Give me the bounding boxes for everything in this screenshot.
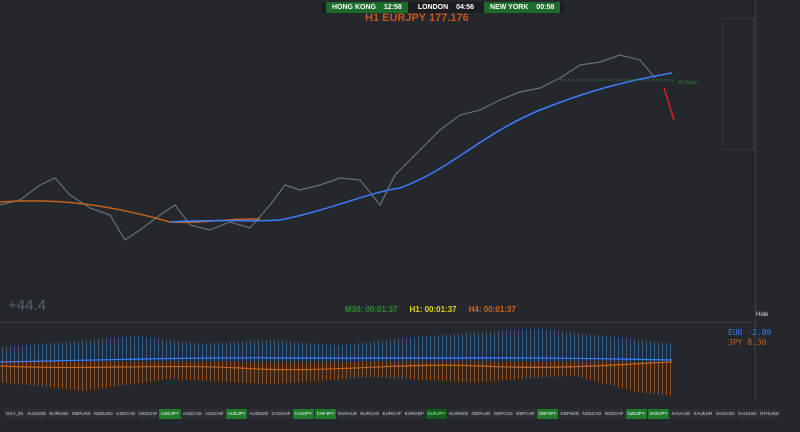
symbol-button[interactable]: EURCHF: [381, 409, 403, 419]
symbol-button[interactable]: NZDJPY: [625, 409, 647, 419]
symbol-button[interactable]: GBPAUD: [470, 409, 492, 419]
symbol-button[interactable]: NZDCHF: [603, 409, 625, 419]
session: NEW YORK 00:58: [484, 2, 561, 13]
symbol-button[interactable]: GBPCHF: [514, 409, 536, 419]
symbol-button[interactable]: USDJPY: [159, 409, 181, 419]
symbol-button[interactable]: EURNZD: [448, 409, 470, 419]
symbol-button[interactable]: ETHUSD: [758, 409, 781, 419]
city: HONG KONG: [332, 4, 376, 11]
symbol-button[interactable]: EURGBP: [403, 409, 425, 419]
city: LONDON: [417, 4, 449, 11]
candle-timers: M30: 00:01:37 H1: 00:01:37 H4: 00:01:37: [345, 305, 516, 314]
symbol-button[interactable]: CADCHF: [270, 409, 292, 419]
eur-strength: EUR -2.09: [728, 328, 772, 337]
symbol-button[interactable]: NZDUSD: [92, 409, 115, 419]
symbol-button[interactable]: NZDCAD: [581, 409, 603, 419]
symbol-button[interactable]: GBPCAD: [492, 409, 514, 419]
symbol-button[interactable]: XAUEUR: [692, 409, 714, 419]
price-chart: [0, 54, 676, 241]
timer: M30: 00:01:37: [345, 305, 398, 314]
symbol-button[interactable]: GBPJPY: [536, 409, 559, 419]
time: 04:56: [456, 4, 475, 11]
symbol-button[interactable]: EURAUD: [337, 409, 359, 419]
jpy-strength: JPY 8.36: [728, 338, 767, 347]
jpy-line: [0, 361, 673, 371]
symbol-bar: DXY_25 AUDUSD EURUSD GBPUSD NZDUSD USDCAD USDC…: [4, 409, 781, 419]
symbol-button[interactable]: GBPNZD: [559, 409, 581, 419]
indicator-lines: [0, 357, 673, 371]
symbol-title: H1 EURJPY 177.176: [365, 12, 469, 24]
open-label: H1 Open: [678, 80, 699, 86]
hide-button[interactable]: Hide: [756, 312, 769, 318]
price-axis: [755, 0, 800, 400]
time: 00:58: [536, 4, 555, 11]
symbol-button[interactable]: AUDCHF: [203, 409, 226, 419]
eur-line: [0, 357, 673, 363]
symbol-button[interactable]: XAUUSD: [736, 409, 758, 419]
time: 12:58: [383, 4, 402, 11]
currency-strength: EUR -2.09 JPY 8.36: [728, 328, 771, 348]
indicator-panel: [0, 322, 755, 401]
symbol-button[interactable]: DXY_25: [4, 409, 26, 419]
timer: H1: 00:01:37: [409, 305, 457, 314]
session: HONG KONG 12:58: [326, 2, 408, 13]
symbol-button[interactable]: AUDCAD: [181, 409, 203, 419]
info-panel: [722, 18, 754, 150]
symbol-button[interactable]: EURUSD: [48, 409, 70, 419]
symbol-button[interactable]: XAUAUD: [670, 409, 692, 419]
symbol-button[interactable]: CADJPY: [292, 409, 314, 419]
projection: [663, 87, 675, 121]
symbol-button[interactable]: USDCHF: [137, 409, 159, 419]
session: LONDON 04:56: [412, 2, 480, 13]
symbol-button[interactable]: XAGUSD: [714, 409, 736, 419]
city: NEW YORK: [490, 4, 529, 11]
symbol-button[interactable]: SGDJPY: [647, 409, 670, 419]
price-path: [0, 54, 656, 241]
session-clock: HONG KONG 12:58 LONDON 04:56 NEW YORK 00…: [322, 2, 565, 13]
symbol-button[interactable]: AUDNZD: [248, 409, 270, 419]
moving-average-blue: [169, 72, 673, 223]
symbol-button[interactable]: AUDJPY: [226, 409, 248, 419]
symbol-button[interactable]: AUDUSD: [26, 409, 48, 419]
symbol-button[interactable]: GBPUSD: [70, 409, 92, 419]
pips: +44.4: [8, 297, 46, 314]
timer: H4: 00:01:37: [468, 305, 516, 314]
symbol-button[interactable]: EURJPY: [425, 409, 448, 419]
symbol-button[interactable]: EURCAD: [359, 409, 381, 419]
symbol-button[interactable]: CHFJPY: [314, 409, 337, 419]
moving-average-orange: [0, 200, 261, 224]
symbol-button[interactable]: USDCAD: [115, 409, 137, 419]
